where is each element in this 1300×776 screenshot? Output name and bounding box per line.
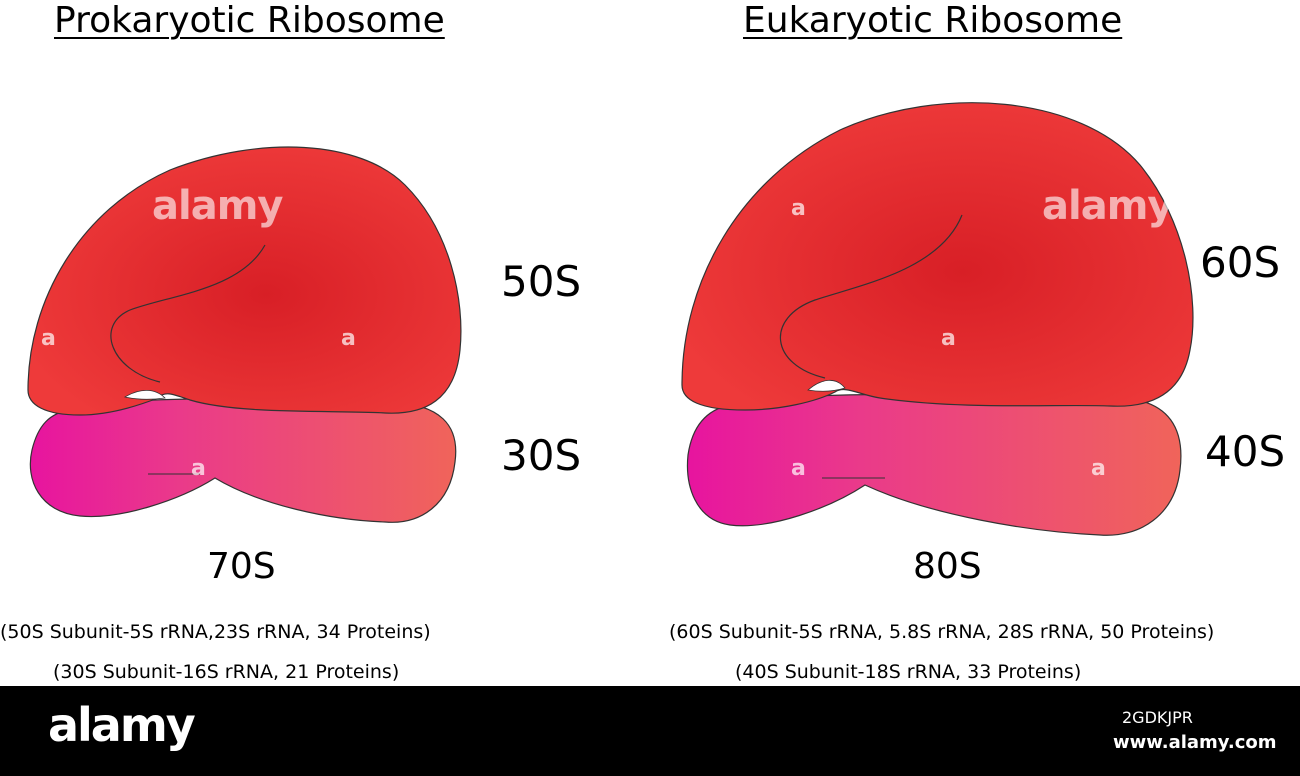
eukaryotic-title: Eukaryotic Ribosome <box>743 0 1123 41</box>
watermark-mark: a <box>191 456 206 481</box>
watermark-mark: a <box>941 326 956 351</box>
watermark-mark: a <box>1091 456 1106 481</box>
ribosome-diagram <box>27 102 1194 536</box>
30s-small-subunit <box>29 398 457 523</box>
60s-large-subunit <box>681 102 1194 411</box>
subunit-gap <box>123 389 166 400</box>
label-30s: 30S <box>501 431 582 480</box>
footer-bar: alamy 2GDKJPR www.alamy.com <box>0 686 1300 776</box>
eukaryotic-ribosome <box>681 102 1194 536</box>
50s-groove-line <box>110 244 266 383</box>
prokaryotic-title: Prokaryotic Ribosome <box>54 0 445 41</box>
watermark-mark: a <box>791 456 806 481</box>
prokaryotic-small-composition: (30S Subunit-16S rRNA, 21 Proteins) <box>53 661 400 683</box>
footer-logo: alamy <box>48 698 196 752</box>
watermark-mark: a <box>791 196 806 221</box>
footer-url: www.alamy.com <box>1113 732 1277 753</box>
watermark-logo: alamy <box>152 183 283 229</box>
eukaryotic-large-composition: (60S Subunit-5S rRNA, 5.8S rRNA, 28S rRN… <box>669 621 1215 643</box>
50s-large-subunit <box>27 146 462 416</box>
watermark-mark: a <box>341 326 356 351</box>
label-60s: 60S <box>1200 238 1281 287</box>
subunit-gap <box>807 379 846 392</box>
watermark-logo: alamy <box>1042 183 1173 229</box>
prokaryotic-large-composition: (50S Subunit-5S rRNA,23S rRNA, 34 Protei… <box>0 621 431 643</box>
watermark-mark: a <box>41 326 56 351</box>
label-80s: 80S <box>913 546 982 587</box>
eukaryotic-small-composition: (40S Subunit-18S rRNA, 33 Proteins) <box>735 661 1082 683</box>
image-id: 2GDKJPR <box>1122 708 1193 727</box>
prokaryotic-ribosome <box>27 146 462 523</box>
label-50s: 50S <box>501 257 582 306</box>
label-40s: 40S <box>1205 427 1286 476</box>
40s-small-subunit <box>686 393 1182 536</box>
label-70s: 70S <box>207 546 276 587</box>
60s-groove-line <box>779 214 963 379</box>
